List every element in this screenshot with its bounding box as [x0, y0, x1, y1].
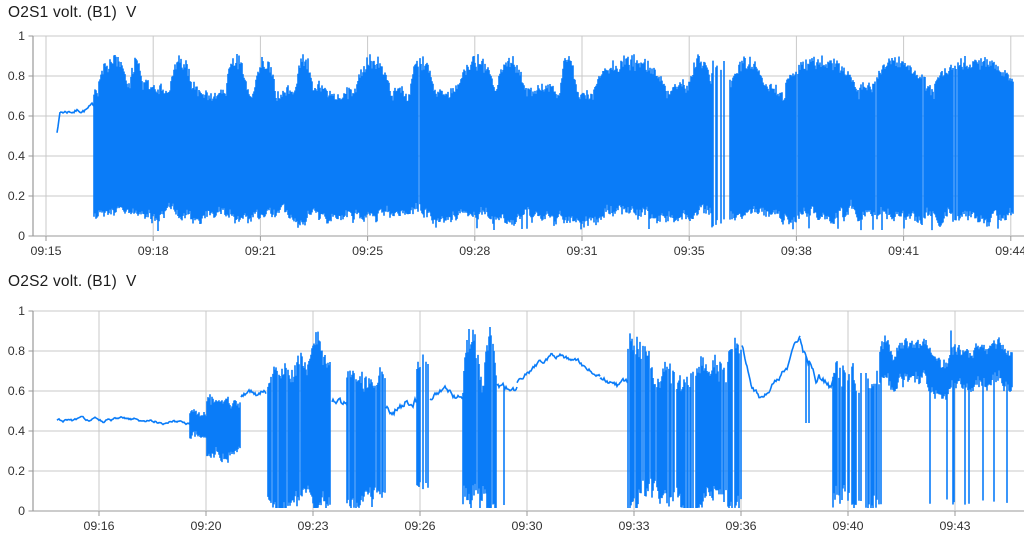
y-tick-label: 1 [18, 304, 25, 318]
y-tick-label: 0 [18, 504, 25, 518]
y-tick-label: 0.8 [8, 69, 25, 83]
y-tick-label: 0.2 [8, 464, 25, 478]
x-tick-label: 09:33 [618, 519, 649, 533]
x-tick-label: 09:16 [83, 519, 114, 533]
x-tick-label: 09:41 [888, 244, 919, 258]
x-tick-label: 09:36 [725, 519, 756, 533]
y-tick-label: 1 [18, 29, 25, 43]
x-tick-label: 09:38 [781, 244, 812, 258]
y-tick-label: 0.2 [8, 189, 25, 203]
x-tick-label: 09:44 [995, 244, 1024, 258]
x-tick-label: 09:18 [138, 244, 169, 258]
y-tick-label: 0.4 [8, 149, 25, 163]
x-tick-label: 09:40 [832, 519, 863, 533]
x-tick-label: 09:35 [674, 244, 705, 258]
chart-plot-o2s2[interactable]: 1 0.8 0.6 0.4 0.2 0 09:16 09:20 09:23 09:26 09:30 0… [8, 304, 1024, 533]
y-tick-label: 0.6 [8, 109, 25, 123]
x-tick-label: 09:21 [245, 244, 276, 258]
x-tick-label: 09:23 [297, 519, 328, 533]
y-tick-label: 0.8 [8, 344, 25, 358]
y-tick-label: 0.6 [8, 384, 25, 398]
chart-plot-o2s1[interactable]: 1 0.8 0.6 0.4 0.2 0 09:15 09:18 09:21 09:25 09:28 0… [8, 29, 1024, 258]
x-tick-label: 09:28 [459, 244, 490, 258]
x-tick-label: 09:30 [511, 519, 542, 533]
trace-o2s2 [56, 327, 1013, 508]
chart-title-o2s1: O2S1 volt. (B1) V [8, 4, 137, 21]
y-tick-label: 0.4 [8, 424, 25, 438]
x-tick-label: 09:25 [352, 244, 383, 258]
x-tick-label: 09:20 [190, 519, 221, 533]
y-tick-label: 0 [18, 229, 25, 243]
x-tick-label: 09:31 [566, 244, 597, 258]
x-tick-label: 09:26 [404, 519, 435, 533]
trace-o2s1 [56, 54, 1014, 231]
x-tick-label: 09:43 [939, 519, 970, 533]
chart-title-o2s2: O2S2 volt. (B1) V [8, 273, 137, 290]
x-tick-label: 09:15 [30, 244, 61, 258]
